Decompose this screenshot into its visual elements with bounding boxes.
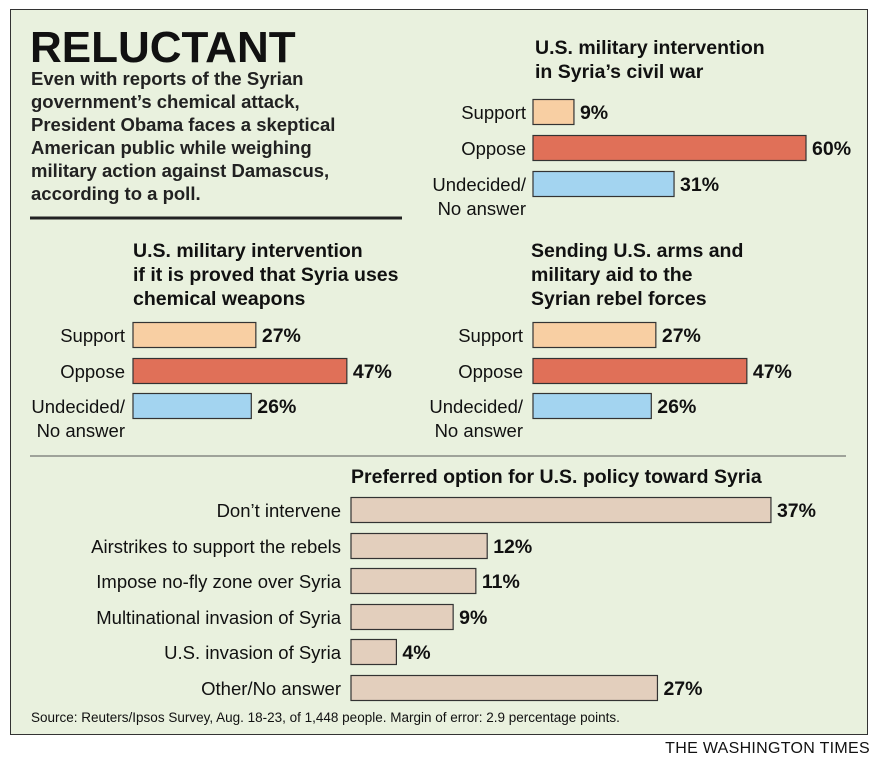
category-label: U.S. invasion of Syria — [164, 642, 342, 663]
bar-value-label: 9% — [459, 607, 487, 629]
chart-4: Preferred option for U.S. policy toward … — [91, 466, 816, 702]
bar-value-label: 47% — [353, 361, 392, 383]
chart-title-line: if it is proved that Syria uses — [133, 264, 399, 286]
bar-value-label: 37% — [777, 500, 816, 522]
category-label: Undecided/ — [31, 396, 125, 417]
bar — [350, 496, 772, 524]
category-label: No answer — [435, 420, 523, 441]
intro-text: Even with reports of the Syriangovernmen… — [31, 68, 335, 204]
bar — [132, 321, 257, 349]
bar — [532, 170, 675, 198]
intro-line: according to a poll. — [31, 183, 201, 204]
category-label: Oppose — [458, 361, 523, 382]
bar-value-label: 60% — [812, 138, 851, 160]
intro-line: Even with reports of the Syrian — [31, 68, 303, 89]
bar — [532, 357, 748, 385]
bar — [532, 98, 575, 126]
bar — [350, 638, 398, 666]
chart-title-line: chemical weapons — [133, 288, 305, 310]
chart-title-line: Syrian rebel forces — [531, 288, 707, 310]
category-label: Airstrikes to support the rebels — [91, 536, 341, 557]
category-label: Impose no-fly zone over Syria — [96, 571, 341, 592]
chart-title-line: Preferred option for U.S. policy toward … — [351, 466, 762, 488]
bar-value-label: 12% — [493, 536, 532, 558]
chart-title-line: U.S. military intervention — [133, 240, 363, 262]
intro-line: military action against Damascus, — [31, 160, 329, 181]
bar — [132, 357, 348, 385]
category-label: Undecided/ — [432, 174, 526, 195]
category-label: Don’t intervene — [217, 500, 341, 521]
chart-title-line: military aid to the — [531, 264, 693, 286]
bar — [532, 392, 652, 420]
chart-title-line: U.S. military intervention — [535, 37, 765, 59]
bar-value-label: 31% — [680, 174, 719, 196]
category-label: Support — [458, 325, 523, 346]
bar-value-label: 9% — [580, 102, 608, 124]
intro-line: American public while weighing — [31, 137, 312, 158]
publisher-credit: THE WASHINGTON TIMES — [665, 740, 870, 757]
intro-line: government’s chemical attack, — [31, 91, 300, 112]
bar-value-label: 4% — [402, 642, 430, 664]
category-label: No answer — [438, 198, 526, 219]
bar — [532, 134, 807, 162]
source-note: Source: Reuters/Ipsos Survey, Aug. 18-23… — [31, 710, 620, 725]
bar-value-label: 26% — [257, 396, 296, 418]
category-label: No answer — [37, 420, 125, 441]
bar-value-label: 11% — [482, 571, 520, 593]
category-label: Support — [60, 325, 125, 346]
bar-value-label: 27% — [662, 325, 701, 347]
bar — [350, 674, 659, 702]
category-label: Multinational invasion of Syria — [96, 607, 341, 628]
bar — [350, 567, 477, 595]
bar — [132, 392, 252, 420]
chart-title-line: Sending U.S. arms and — [531, 240, 743, 262]
bar-value-label: 47% — [753, 361, 792, 383]
chart-title-line: in Syria’s civil war — [535, 61, 704, 83]
category-label: Oppose — [461, 138, 526, 159]
category-label: Undecided/ — [429, 396, 523, 417]
headline: RELUCTANT — [30, 23, 296, 72]
bar — [350, 532, 488, 560]
bar — [532, 321, 657, 349]
bar — [350, 603, 454, 631]
bar-value-label: 27% — [262, 325, 301, 347]
intro-line: President Obama faces a skeptical — [31, 114, 335, 135]
category-label: Other/No answer — [201, 678, 341, 699]
bar-value-label: 26% — [657, 396, 696, 418]
category-label: Oppose — [60, 361, 125, 382]
category-label: Support — [461, 102, 526, 123]
bar-value-label: 27% — [663, 678, 702, 700]
